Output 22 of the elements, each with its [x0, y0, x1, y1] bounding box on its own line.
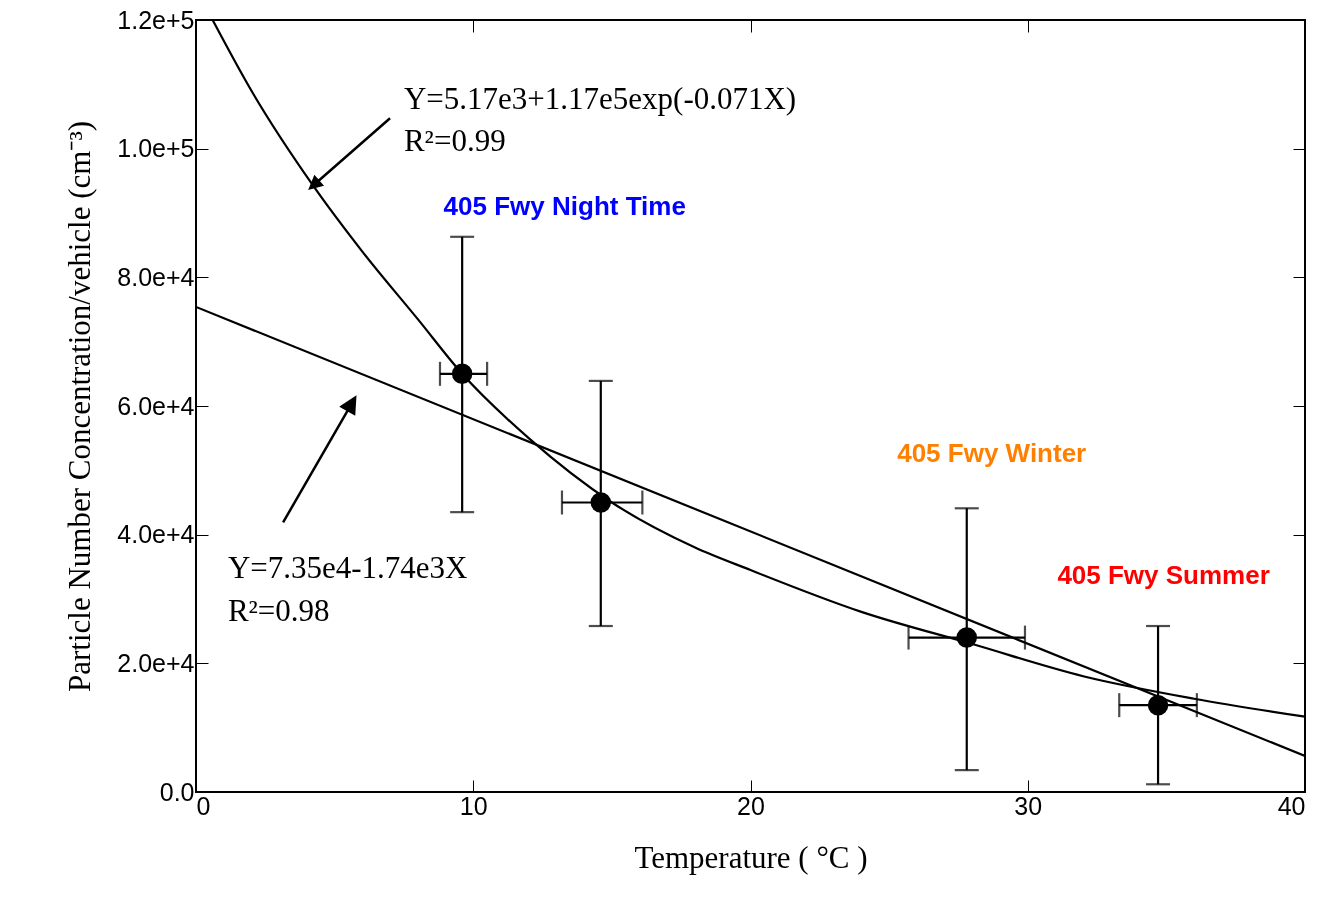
annotation: 405 Fwy Night Time — [443, 190, 686, 221]
y-tick-label: 0.0 — [159, 777, 195, 806]
point — [1147, 694, 1169, 716]
annotation: 405 Fwy Summer — [1057, 559, 1270, 590]
y-tick-label: 2.0e+4 — [117, 648, 195, 677]
x-tick-label: 0 — [196, 791, 211, 820]
annotation: Y=7.35e4-1.74e3X — [227, 549, 468, 585]
y-tick-label: 8.0e+4 — [117, 262, 195, 291]
annotation: R²=0.98 — [227, 592, 330, 628]
x-tick-label: 30 — [1014, 791, 1043, 820]
x-tick-label: 10 — [459, 791, 488, 820]
y-tick-label: 6.0e+4 — [117, 391, 195, 420]
annotation: R²=0.99 — [403, 123, 506, 159]
x-tick-label: 40 — [1277, 791, 1306, 820]
y-tick-label: 4.0e+4 — [117, 520, 195, 549]
annotation: 405 Fwy Winter — [897, 438, 1087, 469]
y-tick-label: 1.2e+5 — [117, 5, 195, 34]
annotation: Y=5.17e3+1.17e5exp(-0.071X) — [403, 81, 797, 117]
y-tick-label: 1.0e+5 — [117, 134, 195, 163]
y-axis-title: Particle Number Concentration/vehicle (cm⁻³) — [62, 120, 98, 693]
x-tick-label: 20 — [737, 791, 765, 820]
x-axis-title: Temperature ( °C ) — [634, 839, 868, 875]
